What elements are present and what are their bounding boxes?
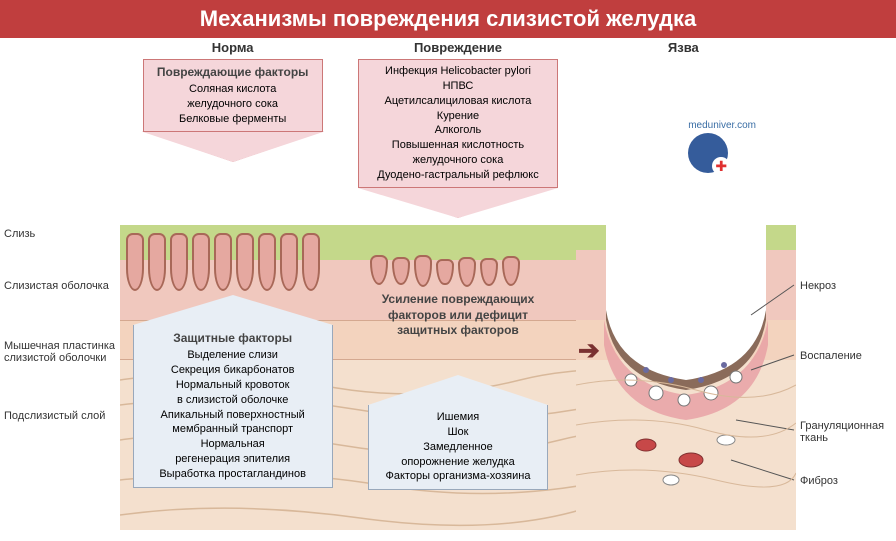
header-normal: Норма: [120, 40, 345, 55]
page-title: Механизмы повреждения слизистой желудка: [0, 0, 896, 38]
protective-item: в слизистой оболочке: [140, 393, 326, 408]
damaging-factors-arrow-damage: Инфекция Helicobacter pylori НПВС Ацетил…: [358, 59, 558, 218]
host-item: опорожнение желудка: [375, 455, 541, 470]
label-necrosis: Некроз: [800, 280, 892, 292]
damaging-title: Повреждающие факторы: [150, 64, 316, 80]
damaging-item: Дуодено-гастральный рефлюкс: [365, 168, 551, 183]
stage-columns: Норма Повреждающие факторы Соляная кисло…: [120, 40, 796, 540]
protective-item: Выделение слизи: [140, 348, 326, 363]
label-submucosa: Подслизистый слой: [4, 410, 116, 422]
damaging-item: Инфекция Helicobacter pylori: [365, 64, 551, 79]
damaging-item: Белковые ферменты: [150, 112, 316, 127]
label-inflammation: Воспаление: [800, 350, 892, 362]
column-damage: Повреждение Инфекция Helicobacter pylori…: [345, 40, 570, 540]
protective-item: мембранный транспорт: [140, 422, 326, 437]
damaging-item: Алкоголь: [365, 123, 551, 138]
label-fibrosis: Фиброз: [800, 475, 892, 487]
column-normal: Норма Повреждающие факторы Соляная кисло…: [120, 40, 345, 540]
protective-factors-arrow: Защитные факторы Выделение слизи Секреци…: [133, 295, 333, 488]
protective-item: регенерация эпителия: [140, 452, 326, 467]
damaging-item: Курение: [365, 109, 551, 124]
damaging-item: НПВС: [365, 79, 551, 94]
protective-item: Апикальный поверхностный: [140, 408, 326, 423]
logo-icon: [688, 133, 728, 173]
host-item: Ишемия: [375, 410, 541, 425]
watermark-text: meduniver.com: [688, 120, 756, 131]
host-item: Факторы организма-хозяина: [375, 469, 541, 484]
protective-item: Секреция бикарбонатов: [140, 363, 326, 378]
damaging-item: желудочного сока: [365, 153, 551, 168]
header-ulcer: Язва: [571, 40, 796, 55]
damaging-item: Соляная кислота: [150, 82, 316, 97]
label-muscularis: Мышечная пластинка слизистой оболочки: [4, 340, 116, 364]
host-item: Шок: [375, 425, 541, 440]
protective-item: Выработка простагландинов: [140, 467, 326, 482]
watermark: meduniver.com: [688, 120, 756, 173]
protective-item: Нормальный кровоток: [140, 378, 326, 393]
damaging-item: желудочного сока: [150, 97, 316, 112]
damaging-factors-arrow-normal: Повреждающие факторы Соляная кислота жел…: [143, 59, 323, 162]
protective-title: Защитные факторы: [140, 330, 326, 346]
damaging-item: Повышенная кислотность: [365, 138, 551, 153]
label-granulation: Грануляционная ткань: [800, 420, 892, 444]
label-mucosa: Слизистая оболочка: [4, 280, 116, 292]
host-factors-arrow: Ишемия Шок Замедленное опорожнение желуд…: [368, 375, 548, 490]
protective-item: Нормальная: [140, 437, 326, 452]
host-item: Замедленное: [375, 440, 541, 455]
column-ulcer: Язва: [571, 40, 796, 540]
label-mucus: Слизь: [4, 228, 116, 240]
damaging-item: Ацетилсалициловая кислота: [365, 94, 551, 109]
imbalance-caption: Усиление повреждающих факторов или дефиц…: [345, 292, 570, 339]
header-damage: Повреждение: [345, 40, 570, 55]
